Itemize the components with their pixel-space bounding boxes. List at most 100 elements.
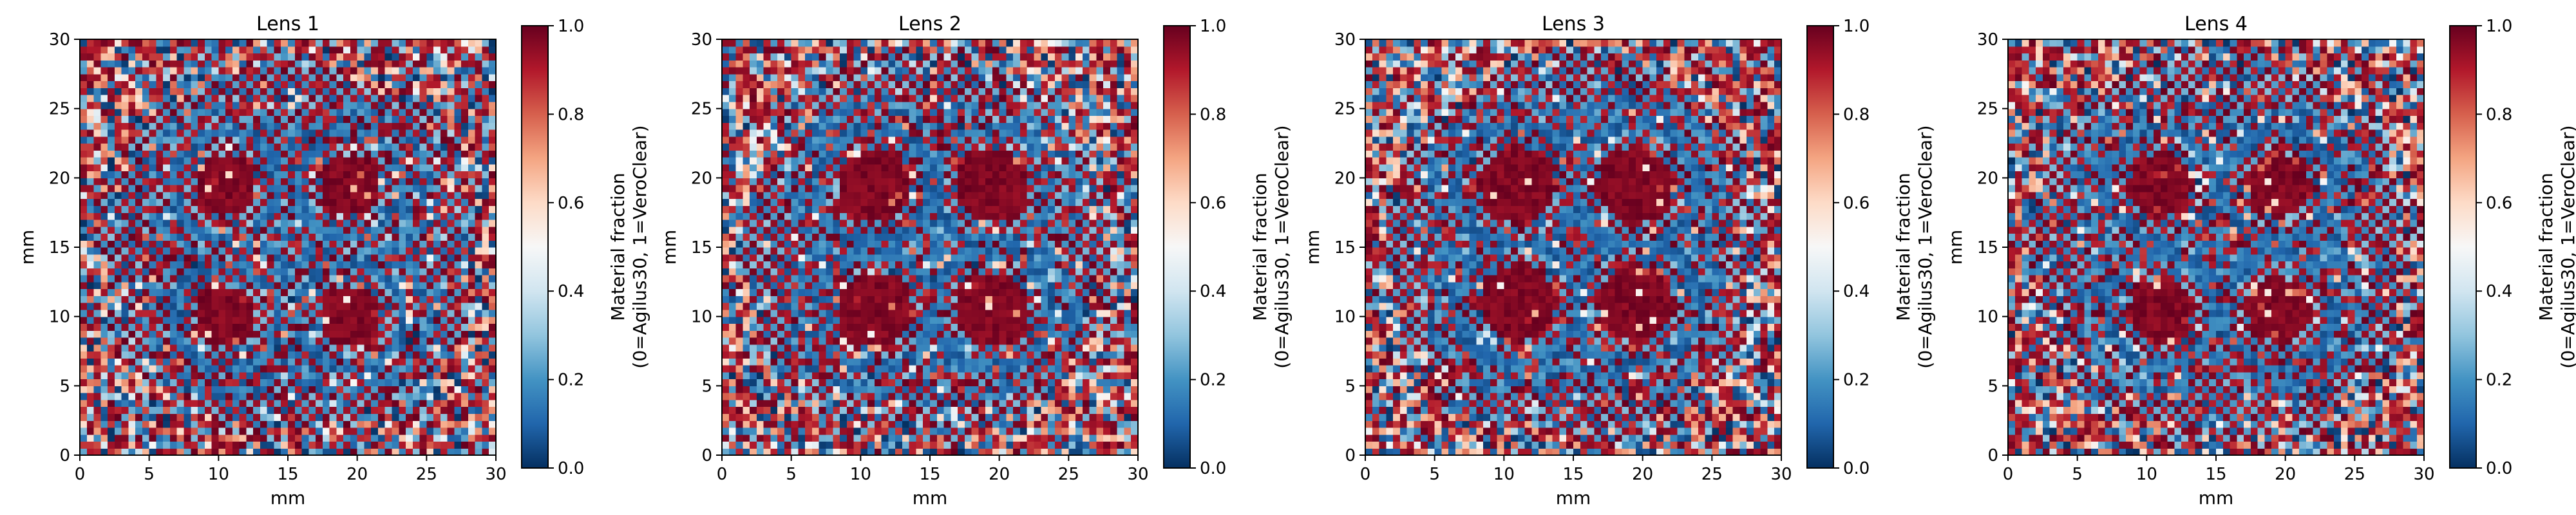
heatmap-cell [1089, 309, 1097, 317]
heatmap-cell [489, 316, 497, 324]
heatmap-cell [191, 303, 198, 310]
heatmap-cell [93, 205, 101, 213]
heatmap-cell [1034, 399, 1041, 407]
heatmap-cell [454, 191, 462, 200]
heatmap-cell [169, 185, 178, 192]
heatmap-cell [371, 261, 379, 268]
heatmap-cell [316, 371, 323, 380]
heatmap-cell [211, 275, 219, 283]
heatmap-cell [246, 420, 254, 428]
heatmap-cell [419, 185, 427, 192]
heatmap-cell [1110, 434, 1118, 442]
heatmap-cell [371, 247, 379, 255]
heatmap-cell [475, 108, 483, 117]
heatmap-cell [1041, 323, 1048, 331]
heatmap-cell [274, 365, 281, 373]
heatmap-cell [198, 275, 205, 283]
heatmap-cell [833, 337, 840, 345]
heatmap-cell [426, 365, 434, 373]
heatmap-cell [419, 80, 427, 88]
heatmap-cell [191, 316, 198, 324]
heatmap-cell [489, 247, 497, 255]
heatmap-cell [114, 185, 122, 192]
heatmap-cell [874, 303, 882, 310]
heatmap-cell [992, 330, 1000, 338]
heatmap-cell [364, 164, 372, 172]
heatmap-cell [489, 448, 497, 456]
heatmap-cell [329, 240, 337, 248]
heatmap-cell [454, 371, 462, 380]
heatmap-cell [142, 448, 150, 456]
heatmap-cell [322, 399, 330, 407]
heatmap-cell [770, 413, 778, 421]
heatmap-cell [384, 233, 393, 241]
heatmap-cell [1006, 413, 1014, 421]
heatmap-cell [239, 254, 247, 262]
heatmap-cell [80, 393, 88, 400]
heatmap-cell [833, 295, 840, 303]
heatmap-cell [316, 275, 323, 283]
heatmap-cell [461, 295, 469, 303]
heatmap-cell [1124, 330, 1132, 338]
heatmap-cell [267, 178, 275, 185]
heatmap-cell [80, 198, 88, 206]
heatmap-cell [1068, 386, 1076, 393]
heatmap-cell [1131, 434, 1139, 442]
heatmap-cell [1096, 441, 1104, 449]
heatmap-cell [426, 101, 434, 109]
heatmap-cell [274, 80, 281, 88]
heatmap-cell [225, 101, 233, 109]
heatmap-cell [246, 171, 254, 178]
heatmap-cell [735, 323, 743, 331]
heatmap-cell [267, 108, 275, 117]
heatmap-cell [440, 129, 448, 137]
heatmap-cell [274, 115, 281, 123]
heatmap-cell [204, 358, 213, 366]
heatmap-cell [184, 351, 191, 359]
heatmap-cell [1041, 379, 1048, 386]
heatmap-cell [364, 115, 372, 123]
heatmap-cell [260, 261, 268, 268]
heatmap-cell [246, 115, 254, 123]
heatmap-cell [350, 281, 358, 290]
heatmap-cell [364, 136, 372, 144]
heatmap-cell [756, 448, 764, 456]
heatmap-cell [204, 309, 213, 317]
heatmap-cell [198, 337, 205, 345]
heatmap-cell [156, 101, 164, 109]
heatmap-cell [419, 420, 427, 428]
heatmap-cell [357, 219, 365, 227]
heatmap-cell [916, 406, 923, 414]
heatmap-cell [232, 53, 240, 61]
heatmap-cell [100, 261, 108, 268]
heatmap-cell [1041, 303, 1048, 310]
heatmap-cell [867, 413, 875, 421]
heatmap-cell [211, 365, 219, 373]
heatmap-cell [121, 261, 129, 268]
heatmap-cell [377, 261, 386, 268]
heatmap-cell [211, 386, 219, 393]
heatmap-cell [308, 171, 316, 178]
heatmap-cell [246, 191, 254, 200]
heatmap-cell [239, 101, 247, 109]
heatmap-cell [419, 143, 427, 151]
heatmap-cell [489, 275, 497, 283]
heatmap-cell [350, 316, 358, 324]
heatmap-cell [798, 323, 806, 331]
heatmap-cell [260, 108, 268, 117]
heatmap-cell [1110, 351, 1118, 359]
heatmap-cell [902, 344, 910, 352]
heatmap-cell [336, 303, 344, 310]
heatmap-cell [350, 67, 358, 75]
heatmap-cell [874, 420, 882, 428]
heatmap-cell [964, 413, 972, 421]
heatmap-cell [316, 441, 323, 449]
heatmap-cell [468, 371, 476, 380]
heatmap-cell [93, 448, 101, 456]
heatmap-cell [895, 413, 903, 421]
heatmap-cell [482, 344, 489, 352]
heatmap-cell [728, 303, 737, 310]
heatmap-cell [301, 60, 309, 68]
heatmap-cell [260, 101, 268, 109]
heatmap-cell [191, 219, 198, 227]
